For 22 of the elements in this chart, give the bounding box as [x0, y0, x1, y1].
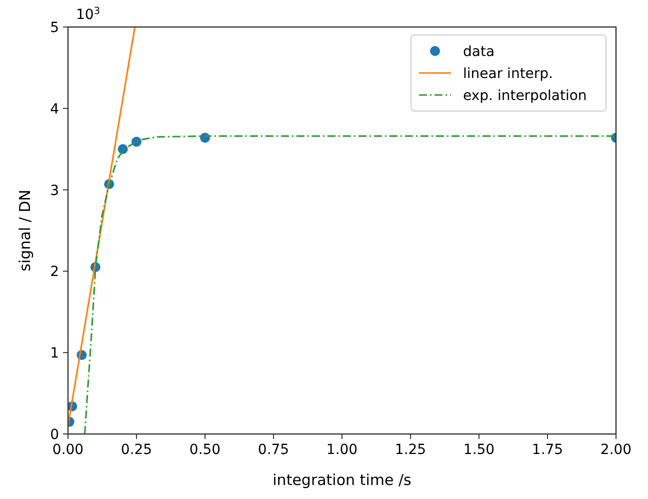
point — [118, 144, 128, 154]
x-tick-label: 1.00 — [326, 442, 358, 458]
x-tick-label: 1.50 — [463, 442, 495, 458]
x-tick-label: 0.75 — [258, 442, 290, 458]
x-tick-label: 0.50 — [189, 442, 221, 458]
legend-label: exp. interpolation — [463, 88, 587, 104]
x-tick-label: 1.25 — [394, 442, 426, 458]
x-axis-title: integration time /s — [272, 471, 412, 489]
text: 10$^{3}$ — [76, 6, 100, 23]
x-tick-label: 2.00 — [600, 442, 632, 458]
y-tick-label: 3 — [50, 182, 59, 199]
y-tick-label: 5 — [50, 20, 59, 36]
y-tick-label: 4 — [50, 101, 60, 118]
y-tick-label: 0 — [50, 427, 59, 443]
y-axis-title: signal / DN — [16, 190, 34, 272]
y-tick-label: 1 — [50, 346, 59, 362]
legend-label: data — [463, 44, 495, 60]
legend-label: linear interp. — [463, 66, 554, 82]
x-tick-label: 1.75 — [532, 442, 564, 458]
x-tick-label: 0.00 — [52, 442, 84, 458]
y-tick-label: 2 — [50, 264, 59, 280]
x-tick-label: 0.25 — [120, 442, 152, 458]
